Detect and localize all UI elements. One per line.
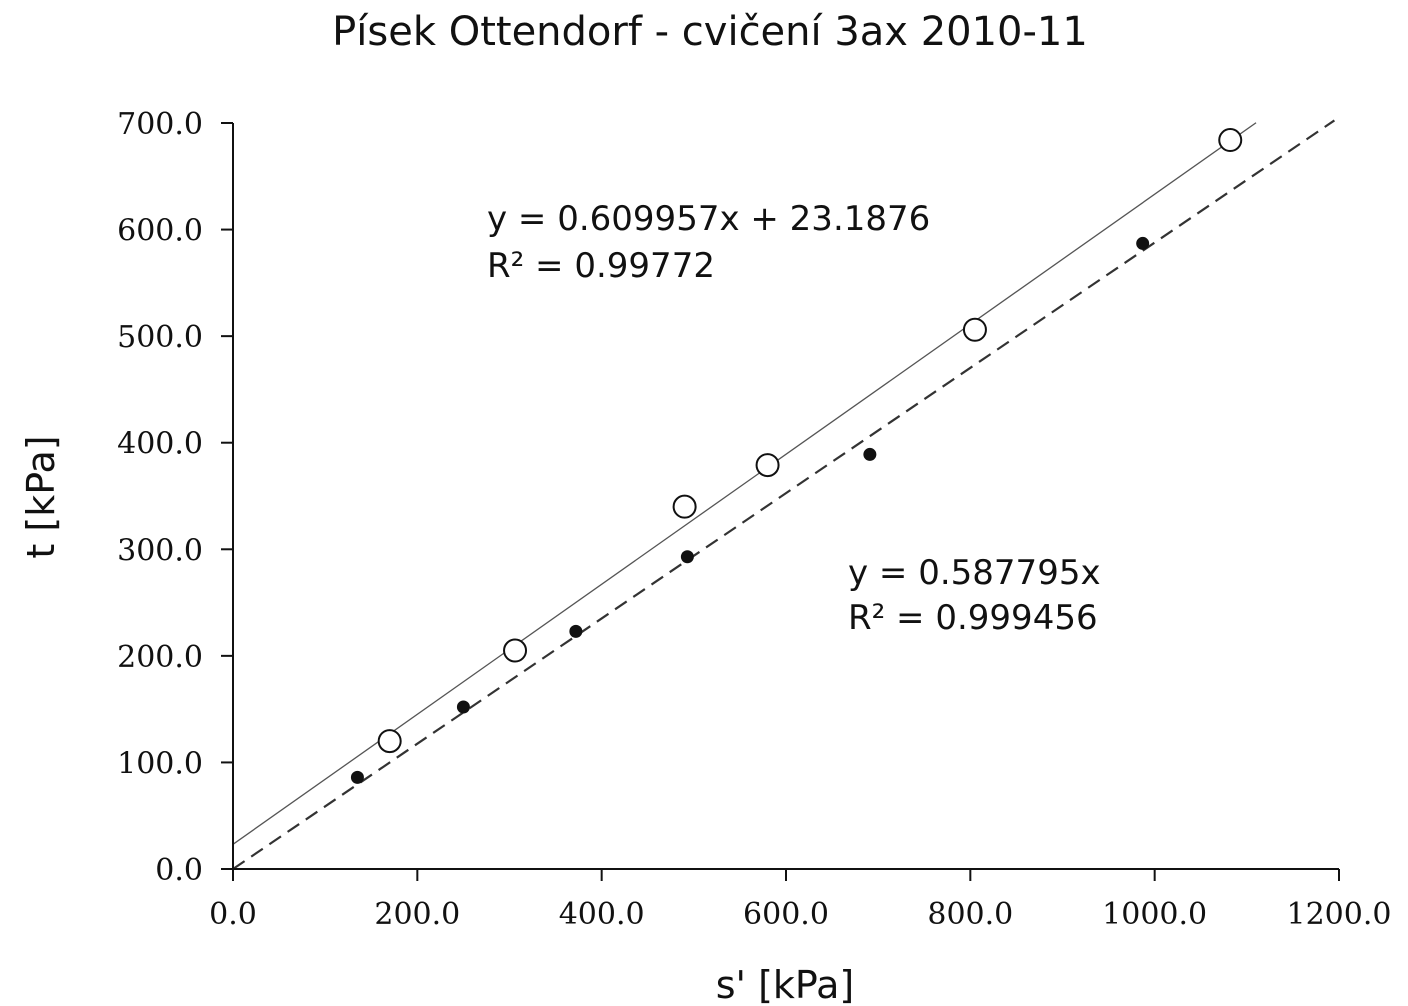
x-tick-label: 200.0 [374,897,460,932]
y-tick-label: 0.0 [155,853,203,888]
trendline-2 [232,119,1336,870]
series-2 [350,236,1150,784]
y-tick-label: 400.0 [117,427,203,462]
y-tick-label: 300.0 [117,533,203,568]
data-point-layer [350,128,1243,784]
trendline-2-annotation: y = 0.587795x R² = 0.999456 [848,553,1101,638]
open-circle-point [962,317,987,342]
trendline-1-r-squared: R² = 0.99772 [487,246,715,286]
x-axis-ticks: 0.0 200.0 400.0 600.0 800.0 1000.0 1200.0 [209,869,1391,932]
y-tick-label: 600.0 [117,214,203,249]
trendline-1-equation: y = 0.609957x + 23.1876 [487,199,930,239]
chart-title: Písek Ottendorf - cvičení 3ax 2010-11 [332,9,1088,55]
y-axis: 0.0 100.0 200.0 300.0 400.0 500.0 600.0 700.0 [117,107,234,888]
y-tick-label: 100.0 [117,746,203,781]
x-tick-label: 0.0 [209,897,257,932]
x-axis: 0.0 200.0 400.0 600.0 800.0 1000.0 1200.0 [209,868,1391,932]
x-tick-label: 400.0 [559,897,645,932]
open-circle-point [377,729,402,754]
x-tick-label: 600.0 [743,897,829,932]
y-tick-label: 500.0 [117,320,203,355]
x-tick-label: 800.0 [927,897,1013,932]
open-circle-point [1218,128,1243,153]
x-tick-label: 1200.0 [1287,897,1392,932]
x-axis-label: s' [kPa] [716,963,854,1006]
series-1 [377,128,1243,754]
trendline-layer [232,119,1336,870]
open-circle-point [755,453,780,478]
filled-circle-point [456,700,470,714]
trendline-1 [232,122,1257,845]
filled-circle-point [350,770,364,784]
x-tick-label: 1000.0 [1102,897,1207,932]
open-circle-point [672,494,697,519]
y-tick-label: 200.0 [117,640,203,675]
y-axis-ticks: 0.0 100.0 200.0 300.0 400.0 500.0 600.0 700.0 [117,107,233,888]
trendline-2-equation: y = 0.587795x [848,553,1101,593]
filled-circle-point [1136,236,1150,250]
filled-circle-point [863,447,877,461]
trendline-1-annotation: y = 0.609957x + 23.1876 R² = 0.99772 [487,199,930,286]
filled-circle-point [569,624,583,638]
trendline-2-r-squared: R² = 0.999456 [848,598,1098,638]
y-tick-label: 700.0 [117,107,203,142]
open-circle-point [503,638,528,663]
filled-circle-point [680,550,694,564]
y-axis-label: t [kPa] [19,435,63,558]
